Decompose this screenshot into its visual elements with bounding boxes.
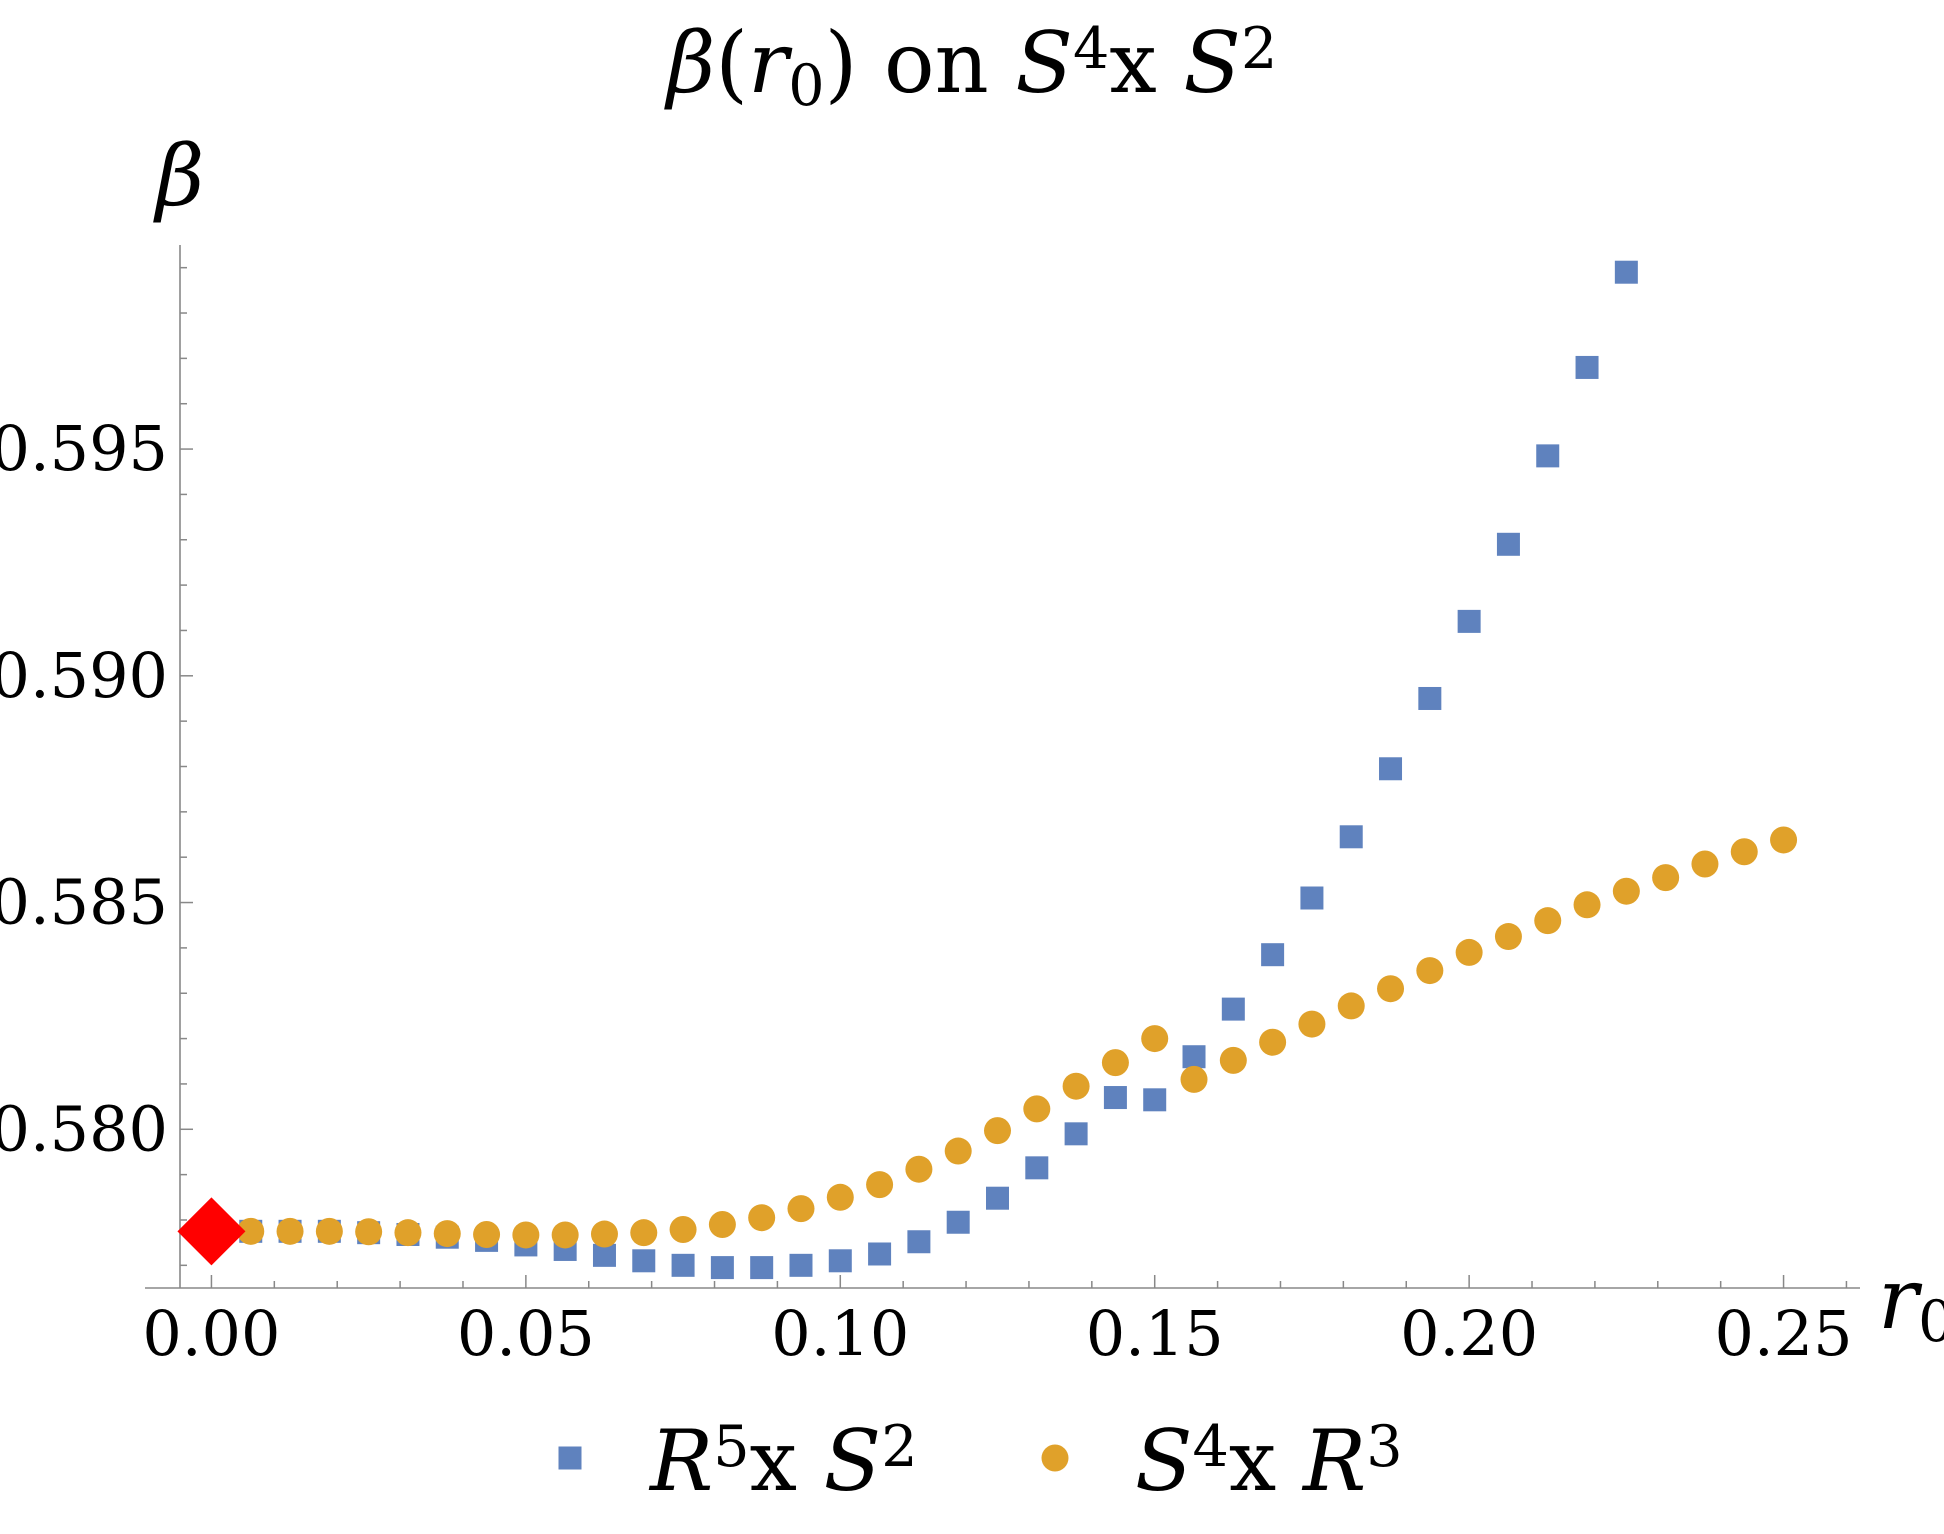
data-point-square bbox=[1182, 1045, 1206, 1069]
data-point-square bbox=[828, 1249, 852, 1273]
x-tick-label: 0.15 bbox=[1086, 1297, 1224, 1370]
data-point-circle bbox=[1770, 826, 1798, 854]
data-point-circle bbox=[1337, 992, 1365, 1020]
data-point-circle bbox=[1180, 1065, 1208, 1093]
data-point-square bbox=[1300, 886, 1324, 910]
data-point-circle bbox=[630, 1219, 658, 1247]
chart-title: β(r0) on S4x S2 bbox=[664, 14, 1278, 119]
data-point-circle bbox=[394, 1219, 422, 1247]
y-tick-label: 0.585 bbox=[0, 866, 168, 939]
data-point-square bbox=[1496, 532, 1520, 556]
data-point-circle bbox=[1534, 907, 1562, 935]
data-point-circle bbox=[1730, 838, 1758, 866]
legend-entry: S4x R3 bbox=[1041, 1412, 1403, 1510]
data-point-circle bbox=[1141, 1025, 1169, 1053]
data-point-square bbox=[592, 1243, 616, 1267]
plot-marks bbox=[177, 260, 1798, 1280]
legend: R5x S2 S4x R3 bbox=[558, 1412, 1403, 1510]
data-point-circle bbox=[1416, 957, 1444, 985]
data-point-circle bbox=[1101, 1049, 1129, 1077]
data-point-circle bbox=[1691, 850, 1719, 878]
data-point-circle bbox=[473, 1220, 501, 1248]
data-point-square bbox=[1339, 825, 1363, 849]
data-point-square bbox=[1614, 260, 1638, 284]
data-point-square bbox=[1025, 1156, 1049, 1180]
legend-label: S4x R3 bbox=[1135, 1412, 1403, 1510]
data-point-square bbox=[1418, 686, 1442, 710]
data-point-square bbox=[750, 1256, 774, 1280]
data-point-square bbox=[1575, 355, 1599, 379]
data-point-circle bbox=[944, 1137, 972, 1165]
data-point-diamond bbox=[177, 1197, 246, 1266]
series-3 bbox=[177, 1197, 246, 1266]
data-point-circle bbox=[1298, 1010, 1326, 1038]
data-point-circle bbox=[787, 1195, 815, 1223]
data-point-circle bbox=[315, 1217, 343, 1245]
data-point-circle bbox=[276, 1217, 304, 1245]
data-point-circle bbox=[590, 1220, 618, 1248]
data-point-circle bbox=[1573, 891, 1601, 919]
x-tick-label: 0.10 bbox=[771, 1297, 909, 1370]
data-point-square bbox=[946, 1210, 970, 1234]
data-point-square bbox=[1536, 444, 1560, 468]
data-point-circle bbox=[433, 1220, 461, 1248]
y-axis-ticks: 0.580 0.585 0.590 0.595 bbox=[0, 266, 193, 1267]
data-point-square bbox=[632, 1249, 656, 1273]
data-point-circle bbox=[708, 1211, 736, 1239]
data-point-square bbox=[671, 1253, 695, 1277]
data-point-circle bbox=[551, 1221, 579, 1249]
x-axis-label: r0 bbox=[1878, 1250, 1944, 1355]
x-tick-label: 0.25 bbox=[1715, 1297, 1853, 1370]
data-point-circle bbox=[1652, 864, 1680, 892]
data-point-square bbox=[1103, 1086, 1127, 1110]
data-point-circle bbox=[512, 1221, 540, 1249]
y-axis-label: β bbox=[153, 127, 205, 225]
series-2 bbox=[237, 826, 1798, 1249]
data-point-circle bbox=[355, 1218, 383, 1246]
data-point-square bbox=[1457, 609, 1481, 633]
y-tick-label: 0.590 bbox=[0, 639, 168, 712]
x-tick-label: 0.20 bbox=[1400, 1297, 1538, 1370]
legend-label: R5x S2 bbox=[648, 1412, 918, 1510]
y-tick-label: 0.580 bbox=[0, 1092, 168, 1165]
data-point-square bbox=[1379, 757, 1403, 781]
legend-swatch bbox=[1041, 1444, 1069, 1472]
data-point-circle bbox=[1612, 877, 1640, 905]
data-point-circle bbox=[669, 1216, 697, 1244]
data-point-circle bbox=[984, 1117, 1011, 1145]
y-tick-label: 0.595 bbox=[0, 412, 168, 485]
data-point-circle bbox=[866, 1171, 894, 1199]
data-point-circle bbox=[237, 1217, 265, 1245]
data-point-circle bbox=[826, 1183, 854, 1211]
data-point-square bbox=[868, 1242, 892, 1266]
data-point-circle bbox=[1377, 975, 1405, 1003]
data-point-square bbox=[1261, 943, 1285, 967]
data-point-square bbox=[907, 1230, 931, 1254]
data-point-circle bbox=[1494, 923, 1522, 951]
data-point-circle bbox=[1023, 1095, 1051, 1123]
x-tick-label: 0.05 bbox=[457, 1297, 595, 1370]
data-point-circle bbox=[748, 1204, 776, 1232]
data-point-circle bbox=[905, 1155, 933, 1183]
data-point-square bbox=[789, 1253, 813, 1277]
series-1 bbox=[239, 260, 1638, 1280]
data-point-circle bbox=[1219, 1046, 1247, 1074]
data-point-square bbox=[1221, 997, 1245, 1021]
data-point-square bbox=[710, 1256, 734, 1280]
data-point-circle bbox=[1259, 1028, 1287, 1056]
legend-swatch bbox=[558, 1446, 582, 1470]
data-point-circle bbox=[1455, 938, 1483, 966]
data-point-square bbox=[1143, 1088, 1167, 1112]
data-point-square bbox=[986, 1186, 1009, 1210]
x-tick-label: 0.00 bbox=[142, 1297, 280, 1370]
data-point-circle bbox=[1062, 1072, 1090, 1100]
legend-entry: R5x S2 bbox=[558, 1412, 918, 1510]
x-axis-ticks: 0.00 0.05 0.10 0.15 0.20 0.25 bbox=[142, 1275, 1853, 1370]
data-point-square bbox=[1064, 1122, 1088, 1146]
